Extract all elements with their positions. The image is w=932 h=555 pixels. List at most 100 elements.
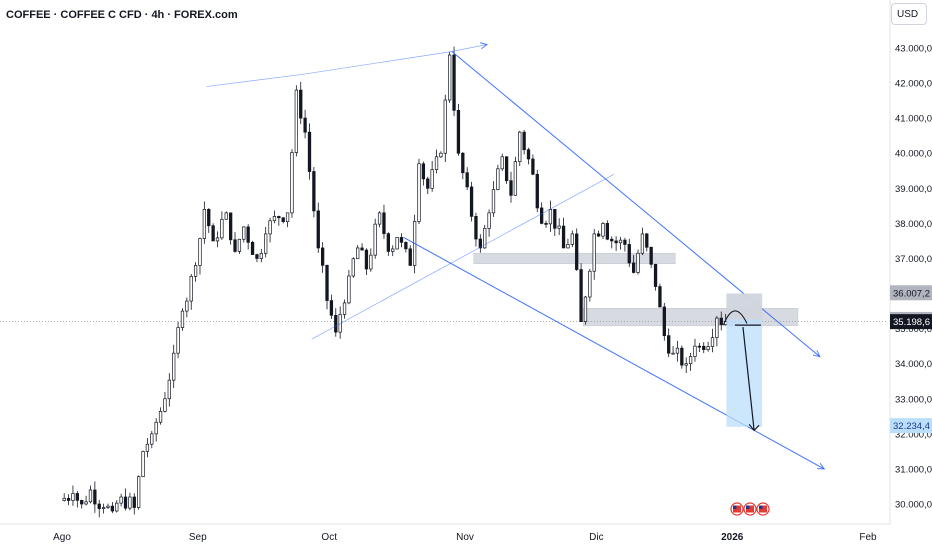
candle xyxy=(570,230,574,248)
candle-up xyxy=(518,131,522,163)
candle-up xyxy=(640,233,645,254)
candle xyxy=(224,211,228,220)
candle-down xyxy=(110,505,115,512)
candle xyxy=(645,232,649,252)
candle-down xyxy=(123,496,128,509)
candle xyxy=(382,204,386,239)
candle xyxy=(566,238,570,249)
candle xyxy=(84,495,88,506)
candle-down xyxy=(320,247,325,266)
candle-down xyxy=(233,239,237,252)
trendline-arrowhead xyxy=(817,462,826,470)
candle xyxy=(325,264,329,310)
candle xyxy=(185,297,189,318)
candle-up xyxy=(268,220,272,235)
candle-up xyxy=(483,228,487,249)
price-label-gray: 36.007,2 xyxy=(890,285,932,301)
candle-down xyxy=(255,254,259,259)
candle-up xyxy=(487,212,491,229)
flag-canton xyxy=(746,505,750,509)
price-label-dark: 35.198,6 xyxy=(890,314,932,330)
candle xyxy=(579,263,583,322)
y-tick-label: 43.000,0 xyxy=(895,44,932,55)
flag-stripes xyxy=(759,505,767,513)
candle-up xyxy=(430,169,434,189)
candle-down xyxy=(465,172,469,188)
candle xyxy=(334,308,338,337)
currency-button[interactable] xyxy=(891,3,927,25)
candle-up xyxy=(601,223,605,237)
x-tick-label: Dic xyxy=(589,532,603,543)
candle xyxy=(618,236,623,250)
candle xyxy=(421,161,426,186)
zone-2 xyxy=(583,308,799,327)
candle-down xyxy=(408,248,412,266)
projection-arrowhead xyxy=(748,423,760,432)
candle-down xyxy=(575,233,579,270)
price-label-blue: 32.234,4 xyxy=(890,418,932,434)
candle xyxy=(522,129,526,155)
candle-down xyxy=(509,180,513,196)
candle-up xyxy=(671,352,675,355)
candle-down xyxy=(75,493,79,501)
flag-canton xyxy=(733,505,737,509)
y-tick-label: 39.000,0 xyxy=(895,184,932,195)
candle xyxy=(167,373,171,407)
candle xyxy=(491,181,496,217)
candle-up xyxy=(193,265,198,277)
candle xyxy=(697,343,702,353)
candle xyxy=(478,234,482,253)
candle-up xyxy=(369,254,373,270)
candle xyxy=(128,492,132,511)
candle-up xyxy=(88,489,93,503)
candle xyxy=(141,450,145,478)
candle-up xyxy=(115,502,119,512)
candle xyxy=(693,338,697,362)
candle-up xyxy=(224,212,228,220)
candle-down xyxy=(211,225,215,242)
candle xyxy=(320,242,325,273)
candle xyxy=(662,302,666,341)
candle-down xyxy=(277,216,281,219)
trendline-3 xyxy=(451,44,487,52)
candle-down xyxy=(531,158,535,175)
trendline-arrowhead xyxy=(479,42,489,50)
candle-down xyxy=(299,89,303,119)
candle xyxy=(509,171,513,203)
zone-1 xyxy=(473,252,676,264)
candle xyxy=(119,493,123,507)
candle xyxy=(255,253,259,263)
candle xyxy=(706,341,710,352)
price-label-box xyxy=(890,314,932,330)
candle xyxy=(268,217,272,243)
candle xyxy=(180,308,185,331)
flag-stripes xyxy=(733,505,741,513)
candle xyxy=(469,181,474,222)
candle xyxy=(312,166,316,218)
candle xyxy=(150,430,154,449)
candle-up xyxy=(185,300,189,312)
candle-up xyxy=(548,209,553,225)
candle-up xyxy=(264,233,268,254)
candle-down xyxy=(386,233,390,252)
x-tick-label: Sep xyxy=(189,532,207,543)
candle-up xyxy=(294,89,299,153)
candle-up xyxy=(693,345,697,357)
candle-up xyxy=(715,317,719,339)
candle xyxy=(610,236,614,249)
candle xyxy=(465,167,469,190)
candle xyxy=(115,500,119,513)
candle-down xyxy=(93,489,97,505)
candle-up xyxy=(636,252,640,273)
candle-down xyxy=(540,207,544,224)
y-tick-label: 32.000,0 xyxy=(895,429,932,440)
candle xyxy=(531,154,535,176)
candle-up xyxy=(347,275,351,304)
candle-down xyxy=(658,286,662,308)
candle xyxy=(434,149,439,174)
candle-down xyxy=(404,242,408,250)
candle xyxy=(220,211,224,240)
candle xyxy=(233,232,237,253)
